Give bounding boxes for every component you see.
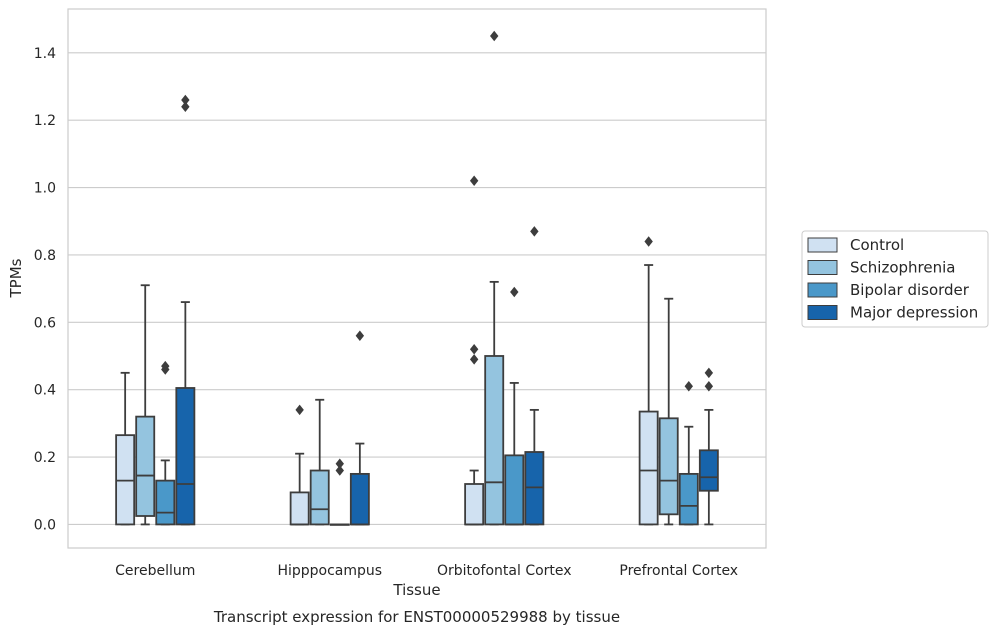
box-body [289, 491, 310, 526]
outlier-point [684, 381, 693, 392]
box-body [175, 387, 196, 526]
y-tick-label: 1.2 [34, 113, 56, 129]
box-body [484, 355, 505, 526]
y-tick-label: 1.4 [34, 46, 56, 62]
legend-swatch [807, 305, 838, 320]
box-body [464, 483, 485, 526]
chart-caption: Transcript expression for ENST0000052998… [213, 608, 620, 626]
x-tick-label: Hipppocampus [277, 563, 382, 579]
box-schizophrenia [135, 284, 156, 526]
plot-frame [67, 8, 767, 549]
box-control [115, 371, 136, 526]
y-tick-label: 1.0 [34, 181, 56, 197]
outlier-point [704, 367, 714, 379]
legend-label: Control [850, 236, 904, 254]
box-body [678, 472, 699, 526]
outlier-point [335, 458, 344, 470]
outlier-point [335, 465, 344, 476]
box-schizophrenia [309, 398, 330, 526]
box-body [135, 415, 156, 517]
legend-frame [801, 230, 989, 328]
box-body [155, 479, 176, 526]
legend-swatch [807, 282, 838, 298]
box-bipolar-disorder [329, 458, 350, 526]
y-tick-label: 0.6 [34, 315, 56, 331]
box-major-depression [175, 94, 196, 526]
x-tick-label: Orbitofontal Cortex [437, 563, 572, 579]
box-bipolar-disorder [678, 381, 699, 526]
box-bipolar-disorder [155, 360, 176, 526]
outlier-point [530, 226, 539, 237]
outlier-point [469, 354, 479, 365]
legend-swatch [807, 260, 838, 275]
box-control [638, 236, 659, 526]
legend: Control Schizophrenia Bipolar disorder Majo… [801, 230, 989, 328]
box-body [638, 410, 659, 526]
box-body [698, 449, 719, 492]
legend-label: Major depression [850, 304, 978, 322]
y-tick-label: 0.2 [34, 450, 56, 466]
outlier-point [295, 404, 304, 416]
box-body [658, 417, 679, 516]
y-tick-label: 0.0 [34, 517, 56, 533]
box-schizophrenia [484, 30, 505, 526]
x-tick-label: Cerebellum [115, 563, 195, 579]
outlier-point [490, 30, 499, 42]
outlier-point [355, 330, 365, 342]
y-axis-label: TPMs [7, 258, 25, 298]
x-axis-label: Tissue [392, 581, 440, 599]
outlier-point [510, 286, 519, 298]
outlier-point [469, 343, 479, 355]
outlier-point [181, 101, 190, 112]
box-schizophrenia [658, 297, 679, 526]
box-bipolar-disorder [504, 286, 525, 526]
box-control [289, 404, 310, 526]
outlier-point [161, 360, 170, 372]
y-tick-label: 0.8 [34, 248, 56, 264]
y-tick-label: 0.4 [34, 383, 56, 399]
box-body [504, 454, 525, 526]
box-major-depression [698, 367, 719, 526]
outlier-point [644, 236, 653, 247]
legend-label: Schizophrenia [850, 259, 955, 277]
y-tick-labels: 0.0 0.2 0.4 0.6 0.8 1.0 1.2 1.4 [34, 46, 56, 534]
outlier-point [181, 94, 190, 106]
box-control [464, 175, 485, 526]
outlier-point [704, 381, 714, 392]
x-tick-label: Prefrontal Cortex [619, 563, 738, 579]
box-body [349, 472, 370, 526]
box-major-depression [524, 226, 545, 526]
x-tick-labels: Cerebellum Hipppocampus Orbitofontal Corte… [115, 563, 738, 579]
legend-label: Bipolar disorder [850, 281, 970, 299]
legend-swatch [807, 237, 838, 253]
boxes [115, 30, 719, 526]
box-body [309, 469, 330, 526]
outlier-point [469, 175, 479, 187]
box-major-depression [349, 330, 370, 526]
